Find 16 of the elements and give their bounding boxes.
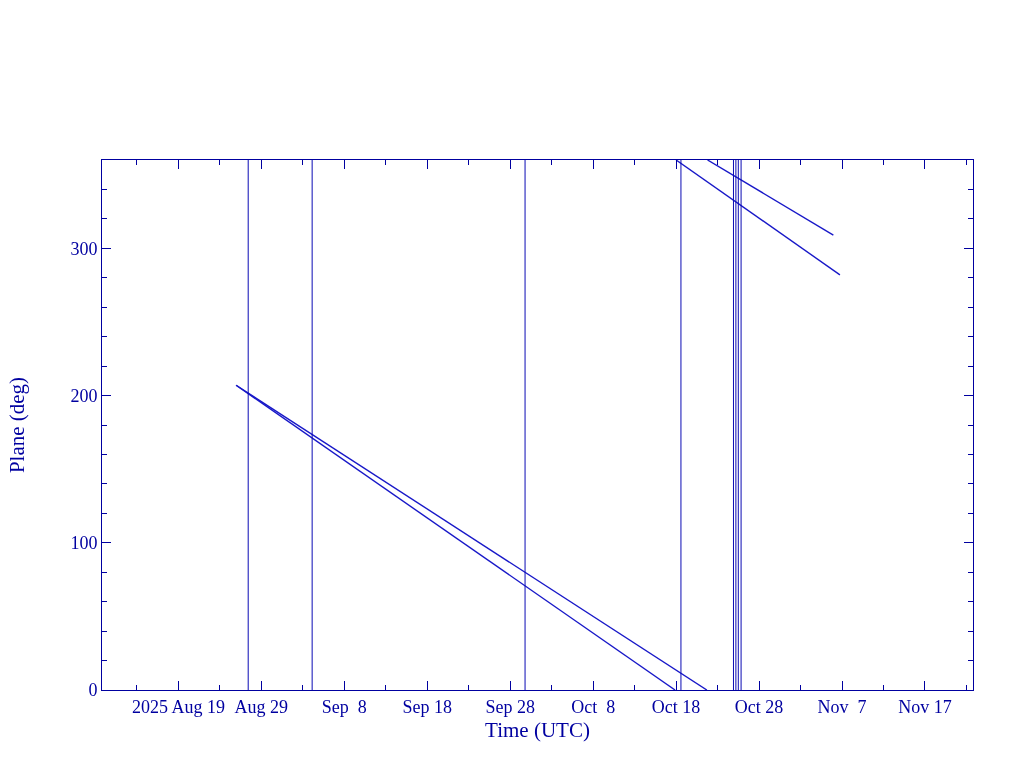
x-tick-label: Oct 8 (571, 696, 616, 717)
x-axis-title: Time (UTC) (485, 717, 590, 742)
y-axis-title: Plane (deg) (4, 376, 29, 474)
y-tick-label: 200 (70, 385, 98, 406)
x-tick-label: Sep 18 (402, 696, 452, 717)
x-tick-label: 2025 Aug 19 (131, 696, 225, 717)
x-tick-label: Oct 18 (651, 696, 701, 717)
x-tick-label: Sep 8 (321, 696, 367, 717)
x-tick-label: Nov 17 (898, 696, 952, 717)
y-tick-label: 0 (88, 680, 98, 701)
x-tick-label: Oct 28 (734, 696, 784, 717)
x-tick-label: Sep 28 (485, 696, 535, 717)
x-tick-label: Aug 29 (234, 696, 289, 717)
x-tick-label: Nov 7 (817, 696, 867, 717)
y-tick-label: 100 (70, 533, 98, 554)
y-tick-label: 300 (70, 238, 98, 259)
